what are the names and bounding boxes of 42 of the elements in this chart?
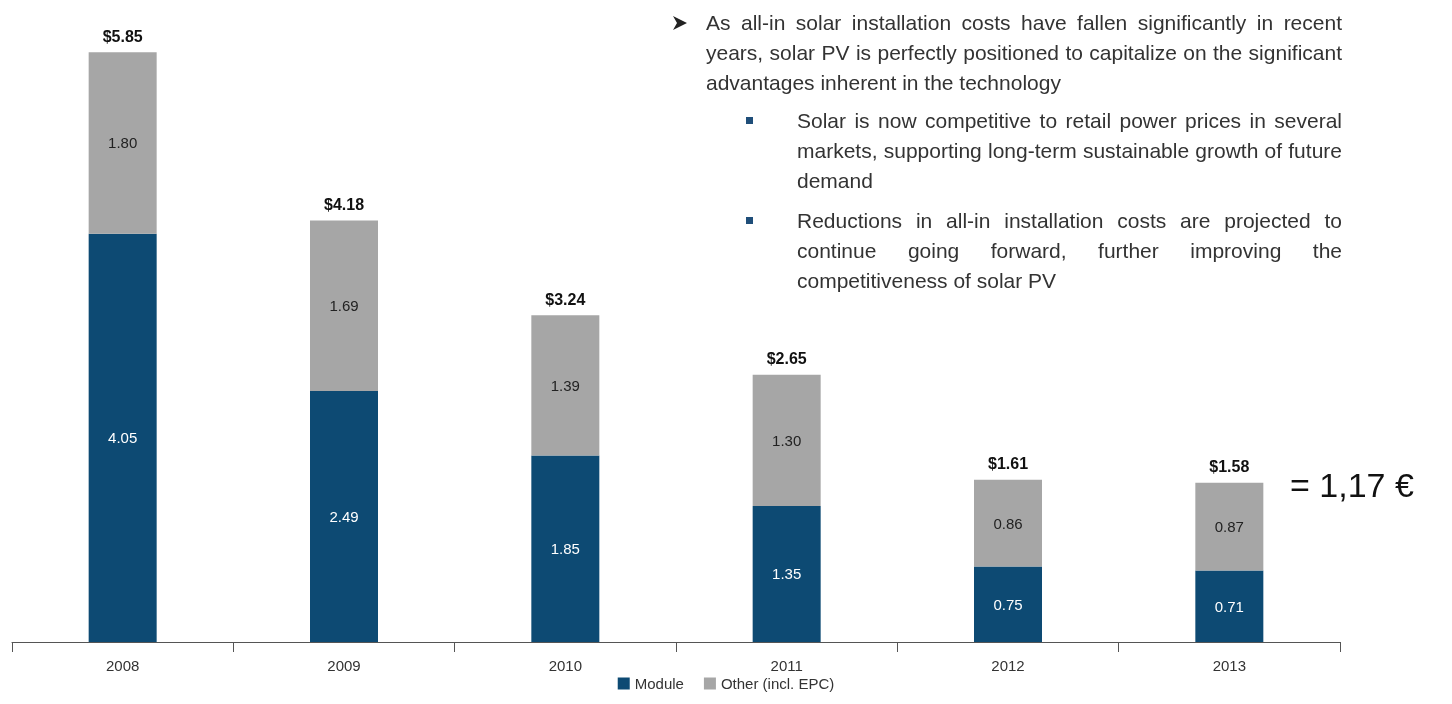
data-label: 1.35: [772, 565, 802, 583]
x-tick-label: 2012: [991, 657, 1025, 674]
total-label: $5.85: [102, 27, 143, 45]
data-label: 0.75: [993, 595, 1023, 613]
data-label: 1.85: [550, 540, 580, 558]
data-label: 0.71: [1214, 597, 1244, 615]
data-label: 1.39: [550, 376, 580, 394]
legend-label: Other (incl. EPC): [720, 675, 835, 692]
x-tick-label: 2010: [548, 657, 583, 674]
total-label: $1.58: [1209, 458, 1250, 476]
data-label: 2.49: [329, 507, 359, 525]
bar: [88, 233, 157, 642]
annotation: As all-in solar installation costs have fallen significantly in recent years, solar PV is perfectly positioned to capitalize on the significant advantages inherent in the technology: [706, 10, 1342, 96]
x-tick-label: 2013: [1212, 657, 1247, 674]
bar: [752, 505, 821, 642]
x-tick-label: 2011: [770, 657, 803, 674]
total-label: $2.65: [766, 350, 807, 368]
annotation: Solar is now competitive to retail power prices in several markets, supporting long-term sustainable growth of future demand: [797, 108, 1342, 194]
bar: [88, 52, 157, 234]
data-label: 1.80: [108, 134, 138, 152]
data-label: 1.69: [329, 297, 359, 315]
data-label: 4.05: [108, 429, 138, 447]
bar: [1195, 482, 1264, 571]
bar: [531, 455, 600, 642]
annotation: Reductions in all-in installation costs are projected to continue going forward, further improving the competitiveness of solar PV: [797, 208, 1342, 294]
data-label: 0.86: [993, 514, 1023, 532]
bar: [1195, 570, 1264, 642]
bar: [310, 220, 378, 391]
bar: [752, 374, 821, 506]
legend-label: Module: [634, 675, 684, 692]
annotation: = 1,17 €: [1290, 466, 1414, 505]
x-tick-label: 2009: [327, 657, 361, 674]
bar: [310, 390, 378, 642]
data-label: 1.30: [772, 431, 802, 449]
total-label: $1.61: [987, 455, 1029, 473]
total-label: $3.24: [545, 290, 586, 308]
x-tick-label: 2008: [105, 657, 140, 674]
bar: [974, 566, 1042, 642]
bar: [531, 315, 600, 456]
data-label: 0.87: [1214, 518, 1244, 536]
total-label: $4.18: [323, 196, 365, 214]
bar: [974, 479, 1042, 567]
